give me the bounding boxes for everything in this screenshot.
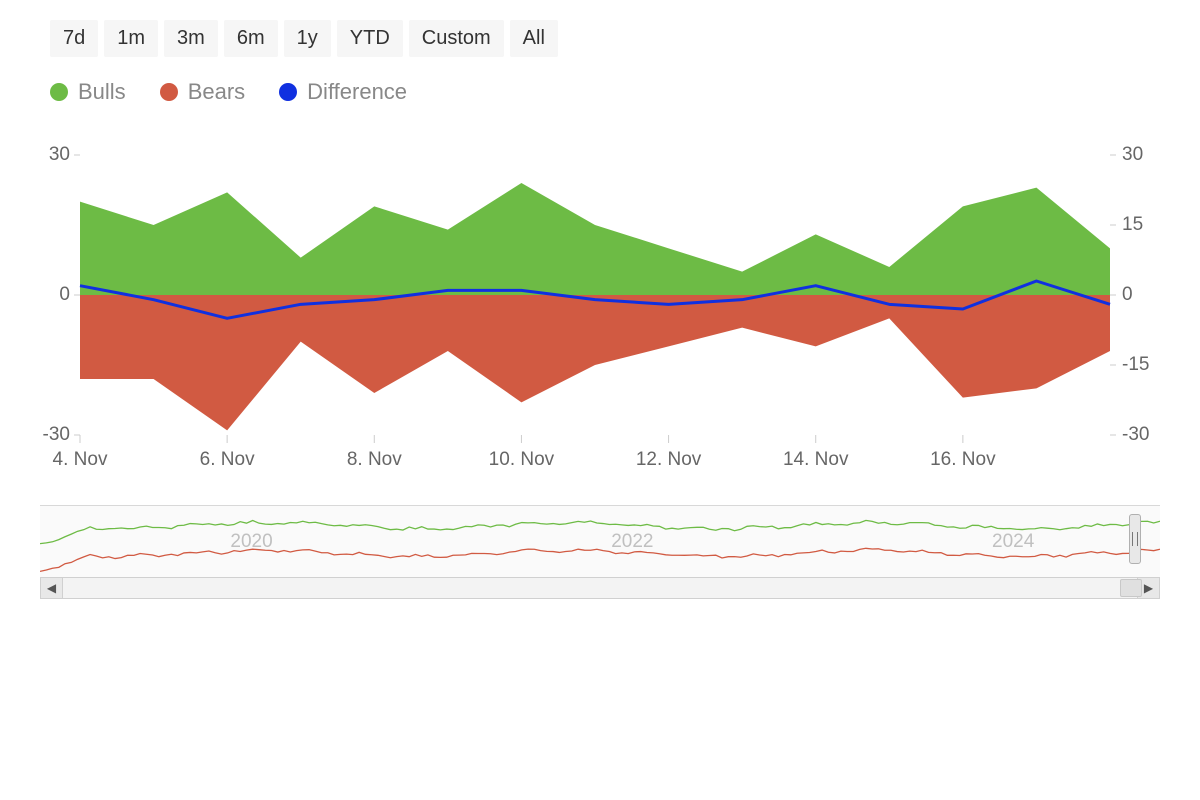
axis-tick-label: -15 — [1122, 354, 1149, 376]
scroll-left-icon[interactable]: ◀ — [41, 578, 63, 598]
chart-container: 7d 1m 3m 6m 1y YTD Custom All Bulls Bear… — [0, 0, 1200, 800]
range-btn-7d[interactable]: 7d — [50, 20, 98, 57]
legend-item-difference[interactable]: Difference — [279, 79, 407, 105]
range-btn-1m[interactable]: 1m — [104, 20, 158, 57]
axis-tick-label: 8. Nov — [347, 449, 402, 471]
nav-year-2022: 2022 — [611, 531, 653, 553]
range-btn-custom[interactable]: Custom — [409, 20, 504, 57]
legend-dot-bears — [160, 83, 178, 101]
navigator-handle[interactable] — [1129, 514, 1141, 564]
legend-item-bulls[interactable]: Bulls — [50, 79, 126, 105]
legend-label-bulls: Bulls — [78, 79, 126, 105]
axis-tick-label: 15 — [1122, 214, 1143, 236]
axis-tick-label: 16. Nov — [930, 449, 995, 471]
axis-tick-label: 10. Nov — [489, 449, 554, 471]
axis-tick-label: 6. Nov — [200, 449, 255, 471]
legend-dot-bulls — [50, 83, 68, 101]
main-chart[interactable]: -30 0 30 -30 -15 0 15 30 4. Nov 6. Nov 8. Nov 10. N… — [40, 145, 1160, 475]
range-button-row: 7d 1m 3m 6m 1y YTD Custom All — [50, 20, 1160, 57]
range-btn-all[interactable]: All — [510, 20, 558, 57]
nav-year-2020: 2020 — [230, 531, 272, 553]
axis-tick-label: 0 — [1122, 284, 1133, 306]
legend: Bulls Bears Difference — [50, 79, 1160, 105]
axis-tick-label: 0 — [59, 284, 70, 306]
axis-tick-label: 12. Nov — [636, 449, 701, 471]
navigator[interactable]: 2020 2022 2024 — [40, 505, 1160, 577]
range-btn-ytd[interactable]: YTD — [337, 20, 403, 57]
range-btn-6m[interactable]: 6m — [224, 20, 278, 57]
legend-label-difference: Difference — [307, 79, 407, 105]
navigator-section: 2020 2022 2024 ◀ ▶ — [40, 505, 1160, 599]
axis-tick-label: -30 — [43, 424, 70, 446]
scroll-thumb[interactable] — [1120, 579, 1142, 597]
nav-year-2024: 2024 — [992, 531, 1034, 553]
axis-tick-label: 4. Nov — [53, 449, 108, 471]
axis-tick-label: 30 — [1122, 144, 1143, 166]
range-btn-1y[interactable]: 1y — [284, 20, 331, 57]
navigator-scrollbar[interactable]: ◀ ▶ — [40, 577, 1160, 599]
legend-dot-difference — [279, 83, 297, 101]
axis-tick-label: 30 — [49, 144, 70, 166]
legend-label-bears: Bears — [188, 79, 245, 105]
axis-tick-label: -30 — [1122, 424, 1149, 446]
axis-tick-label: 14. Nov — [783, 449, 848, 471]
legend-item-bears[interactable]: Bears — [160, 79, 245, 105]
range-btn-3m[interactable]: 3m — [164, 20, 218, 57]
chart-svg — [40, 145, 1160, 475]
